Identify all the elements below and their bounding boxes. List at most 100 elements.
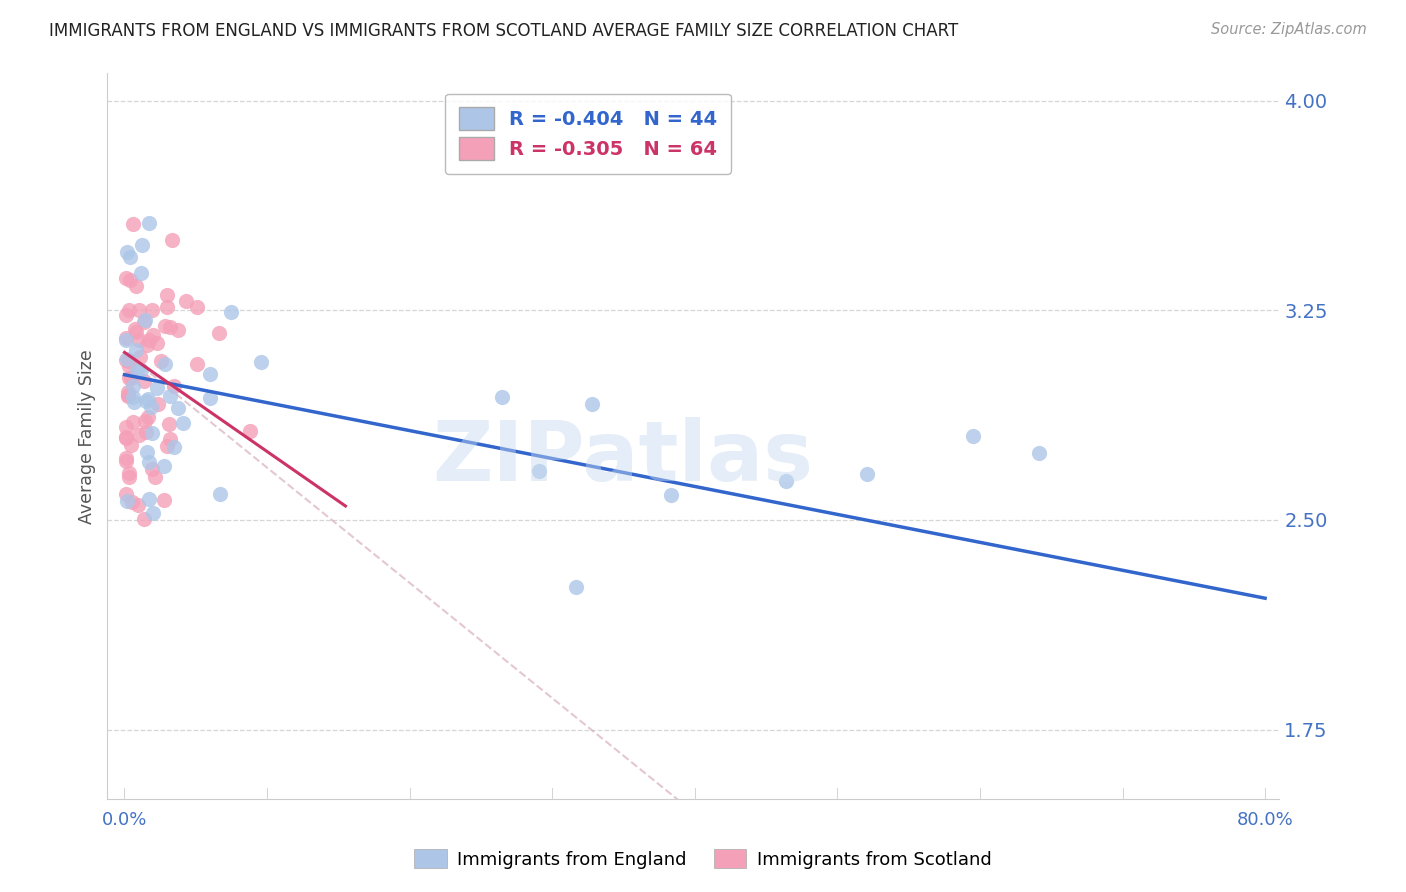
Point bbox=[124, 322, 146, 336]
Point bbox=[115, 420, 138, 434]
Point bbox=[141, 425, 163, 440]
Point bbox=[142, 507, 165, 521]
Point bbox=[118, 250, 141, 264]
Point bbox=[167, 323, 190, 337]
Point bbox=[115, 351, 138, 366]
Point bbox=[153, 357, 176, 371]
Point bbox=[136, 409, 159, 424]
Point bbox=[186, 357, 208, 371]
Point bbox=[134, 313, 156, 327]
Point bbox=[146, 335, 169, 350]
Point bbox=[855, 467, 877, 482]
Point bbox=[132, 374, 155, 388]
Point bbox=[125, 278, 148, 293]
Point bbox=[221, 305, 243, 319]
Point bbox=[128, 303, 150, 318]
Point bbox=[136, 445, 159, 459]
Point bbox=[208, 486, 231, 500]
Point bbox=[198, 367, 221, 381]
Point bbox=[155, 319, 177, 334]
Point bbox=[115, 486, 138, 500]
Text: Source: ZipAtlas.com: Source: ZipAtlas.com bbox=[1211, 22, 1367, 37]
Point bbox=[120, 371, 142, 385]
Point bbox=[120, 272, 142, 286]
Point bbox=[122, 415, 145, 429]
Point bbox=[118, 470, 141, 484]
Point bbox=[172, 416, 194, 430]
Point bbox=[167, 401, 190, 416]
Point bbox=[174, 293, 197, 308]
Point bbox=[141, 462, 163, 476]
Point bbox=[129, 266, 152, 280]
Point bbox=[157, 417, 180, 431]
Point bbox=[186, 301, 208, 315]
Text: 0.0%: 0.0% bbox=[101, 811, 148, 829]
Point bbox=[239, 424, 262, 438]
Point bbox=[141, 303, 163, 318]
Point bbox=[122, 378, 145, 392]
Point bbox=[134, 414, 156, 428]
Point bbox=[128, 333, 150, 347]
Point bbox=[125, 325, 148, 339]
Text: IMMIGRANTS FROM ENGLAND VS IMMIGRANTS FROM SCOTLAND AVERAGE FAMILY SIZE CORRELAT: IMMIGRANTS FROM ENGLAND VS IMMIGRANTS FR… bbox=[49, 22, 959, 40]
Point bbox=[125, 363, 148, 377]
Point bbox=[962, 429, 984, 443]
Point bbox=[121, 217, 143, 231]
Point bbox=[115, 450, 138, 465]
Point bbox=[115, 453, 138, 467]
Point bbox=[138, 491, 160, 506]
Point bbox=[162, 233, 184, 247]
Point bbox=[129, 363, 152, 377]
Text: ZIPatlas: ZIPatlas bbox=[433, 417, 814, 499]
Point bbox=[150, 354, 173, 368]
Point bbox=[135, 393, 157, 408]
Legend: R = -0.404   N = 44, R = -0.305   N = 64: R = -0.404 N = 44, R = -0.305 N = 64 bbox=[444, 94, 731, 174]
Point bbox=[153, 458, 176, 473]
Point bbox=[118, 370, 141, 384]
Point bbox=[138, 216, 160, 230]
Point bbox=[121, 495, 143, 509]
Point bbox=[163, 440, 186, 454]
Point bbox=[115, 333, 138, 347]
Text: 80.0%: 80.0% bbox=[1237, 811, 1294, 829]
Point bbox=[115, 271, 138, 285]
Point bbox=[120, 438, 142, 452]
Y-axis label: Average Family Size: Average Family Size bbox=[79, 349, 96, 524]
Point bbox=[198, 392, 221, 406]
Point bbox=[117, 389, 139, 403]
Point bbox=[159, 319, 181, 334]
Point bbox=[249, 354, 271, 368]
Point bbox=[138, 455, 160, 469]
Point bbox=[208, 326, 231, 340]
Point bbox=[163, 379, 186, 393]
Point bbox=[581, 397, 603, 411]
Point bbox=[115, 431, 138, 445]
Point bbox=[117, 354, 139, 368]
Point bbox=[115, 309, 138, 323]
Point bbox=[115, 430, 138, 444]
Point bbox=[115, 494, 138, 508]
Point bbox=[152, 492, 174, 507]
Legend: Immigrants from England, Immigrants from Scotland: Immigrants from England, Immigrants from… bbox=[406, 842, 1000, 876]
Point bbox=[129, 350, 152, 364]
Point bbox=[132, 315, 155, 329]
Point bbox=[122, 395, 145, 409]
Point bbox=[135, 425, 157, 439]
Point bbox=[156, 439, 179, 453]
Point bbox=[146, 397, 169, 411]
Point bbox=[121, 390, 143, 404]
Point bbox=[115, 331, 138, 345]
Point bbox=[156, 300, 179, 314]
Point bbox=[128, 428, 150, 442]
Point bbox=[491, 391, 513, 405]
Point bbox=[118, 302, 141, 317]
Point bbox=[117, 388, 139, 402]
Point bbox=[142, 327, 165, 342]
Point bbox=[143, 470, 166, 484]
Point bbox=[139, 400, 162, 414]
Point bbox=[159, 389, 181, 403]
Point bbox=[1028, 446, 1050, 460]
Point bbox=[775, 474, 797, 488]
Point bbox=[136, 338, 159, 352]
Point bbox=[127, 499, 149, 513]
